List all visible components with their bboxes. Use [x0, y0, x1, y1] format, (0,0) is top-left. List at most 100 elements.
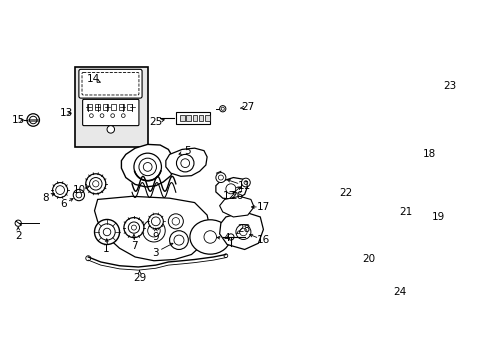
Bar	[353, 275, 416, 278]
Circle shape	[225, 184, 235, 194]
Text: 21: 21	[399, 207, 412, 217]
Text: 20: 20	[361, 254, 374, 264]
Circle shape	[244, 181, 247, 184]
Circle shape	[76, 192, 81, 198]
Text: 9: 9	[152, 232, 159, 242]
Text: 8: 8	[42, 193, 49, 203]
Circle shape	[370, 217, 374, 220]
Circle shape	[389, 157, 393, 161]
Circle shape	[100, 114, 103, 117]
Text: 23: 23	[442, 81, 455, 91]
Circle shape	[85, 256, 91, 261]
Circle shape	[414, 217, 417, 220]
Circle shape	[203, 231, 216, 243]
Circle shape	[235, 225, 250, 239]
Bar	[176, 112, 210, 124]
Text: 29: 29	[133, 273, 146, 283]
Circle shape	[143, 162, 152, 171]
Circle shape	[221, 107, 224, 110]
Circle shape	[181, 159, 189, 167]
Polygon shape	[219, 196, 253, 217]
Circle shape	[416, 165, 420, 169]
Text: 17: 17	[256, 202, 269, 212]
Text: 11: 11	[238, 181, 251, 191]
Circle shape	[92, 181, 99, 187]
Circle shape	[139, 158, 156, 176]
Circle shape	[168, 214, 183, 229]
Polygon shape	[215, 177, 247, 199]
Circle shape	[235, 187, 241, 193]
Bar	[192, 115, 197, 121]
Bar	[111, 104, 116, 110]
Circle shape	[131, 225, 136, 230]
Circle shape	[169, 231, 188, 249]
Circle shape	[111, 114, 114, 117]
Circle shape	[121, 114, 125, 117]
Circle shape	[176, 154, 194, 172]
Circle shape	[148, 214, 163, 229]
Circle shape	[89, 114, 93, 117]
Polygon shape	[94, 196, 210, 261]
Bar	[374, 86, 447, 197]
Text: 15: 15	[12, 115, 25, 125]
Circle shape	[386, 148, 389, 151]
Circle shape	[99, 224, 115, 240]
Bar	[102, 104, 107, 110]
Circle shape	[53, 183, 67, 198]
Text: 7: 7	[130, 241, 137, 251]
Text: 13: 13	[60, 108, 73, 118]
Circle shape	[239, 228, 246, 236]
Circle shape	[89, 177, 102, 190]
Circle shape	[142, 220, 165, 242]
Polygon shape	[165, 148, 207, 176]
Bar	[199, 115, 203, 121]
Text: 1: 1	[103, 244, 109, 255]
Circle shape	[73, 189, 84, 201]
Circle shape	[434, 108, 441, 114]
Text: 2: 2	[15, 231, 21, 241]
Circle shape	[15, 220, 21, 226]
Text: 12: 12	[222, 191, 235, 201]
Circle shape	[123, 217, 143, 238]
Circle shape	[219, 105, 225, 112]
Circle shape	[409, 165, 413, 169]
Text: 27: 27	[241, 102, 254, 112]
Circle shape	[398, 161, 402, 165]
Bar	[95, 104, 100, 110]
FancyBboxPatch shape	[82, 99, 139, 126]
Bar	[353, 225, 416, 228]
Circle shape	[151, 217, 160, 226]
Bar	[186, 115, 190, 121]
Bar	[87, 104, 92, 110]
Polygon shape	[121, 144, 174, 187]
Circle shape	[402, 217, 405, 220]
Circle shape	[241, 178, 250, 187]
Text: 3: 3	[152, 248, 158, 258]
Text: 4: 4	[224, 233, 230, 243]
Text: 16: 16	[256, 235, 269, 245]
Text: 19: 19	[431, 212, 444, 222]
Circle shape	[227, 234, 234, 240]
Circle shape	[397, 165, 401, 169]
Polygon shape	[219, 212, 263, 249]
Text: 18: 18	[422, 149, 435, 159]
Text: 5: 5	[183, 146, 190, 156]
Circle shape	[172, 217, 179, 225]
Circle shape	[94, 220, 119, 244]
Circle shape	[85, 174, 105, 194]
Bar	[127, 104, 132, 110]
Polygon shape	[382, 109, 441, 163]
Polygon shape	[349, 220, 420, 281]
Bar	[205, 115, 209, 121]
Text: 24: 24	[392, 287, 406, 297]
Text: 22: 22	[339, 188, 352, 198]
Circle shape	[128, 222, 139, 233]
Circle shape	[107, 126, 114, 133]
FancyBboxPatch shape	[79, 69, 142, 98]
Circle shape	[147, 225, 160, 237]
Circle shape	[56, 186, 64, 194]
Circle shape	[386, 217, 389, 220]
Circle shape	[29, 116, 37, 124]
Circle shape	[384, 127, 389, 134]
Circle shape	[103, 228, 111, 236]
